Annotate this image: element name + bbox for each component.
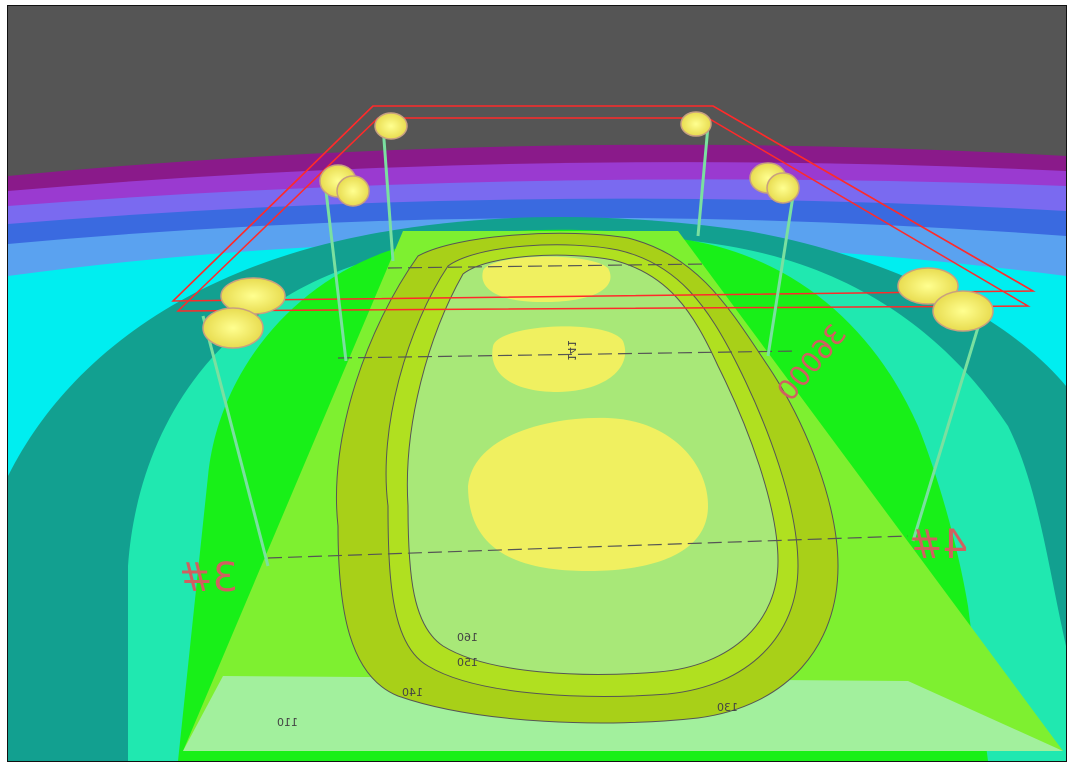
lighting-simulation-view[interactable]: 3# 4# 36000 141 160 150 140 130 110 <box>7 5 1067 762</box>
floodlight-icon <box>336 175 370 207</box>
center-value-label: 141 <box>565 340 578 361</box>
floodlight-icon <box>766 172 800 204</box>
floodlight-icon <box>374 112 408 140</box>
floodlight-icon <box>932 290 994 332</box>
contour-label-field: 110 <box>277 716 298 729</box>
field-reference-lines <box>267 263 909 559</box>
floodlight-fixtures <box>202 111 994 349</box>
contour-label-middle: 150 <box>457 656 478 669</box>
pole-label-right: 4# <box>909 522 968 568</box>
floodlight-icon <box>202 307 264 349</box>
illuminance-scene: 3# 4# 36000 141 160 150 140 130 110 <box>8 6 1066 761</box>
structure-frame <box>171 105 1036 312</box>
contour-label-outer: 140 <box>402 686 423 699</box>
pole-label-left: 3# <box>179 555 238 601</box>
contour-value-labels: 141 160 150 140 130 110 <box>277 340 738 729</box>
floodlight-icon <box>897 267 959 305</box>
floodlight-icon <box>680 111 712 137</box>
contour-label-edge: 130 <box>717 701 738 714</box>
sky-background <box>8 6 1066 166</box>
hotspot-far <box>482 256 611 303</box>
hotspot-near <box>468 417 708 571</box>
hotspot-middle <box>492 326 626 392</box>
contour-label-inner: 160 <box>457 631 478 644</box>
light-poles <box>201 125 985 567</box>
